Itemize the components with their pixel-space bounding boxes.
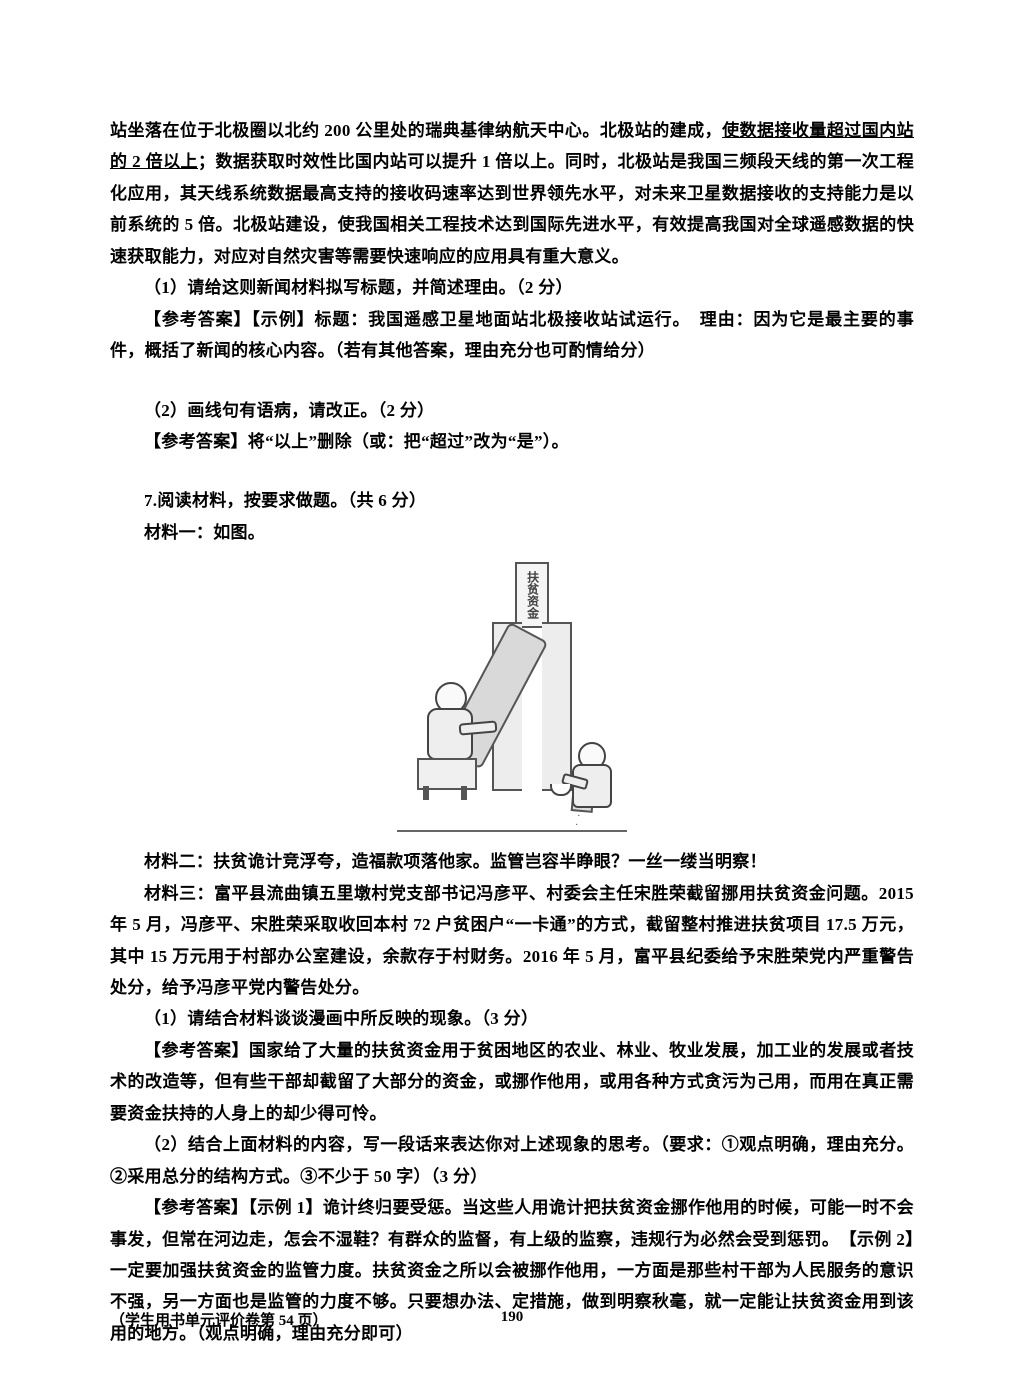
q7-m1-label: 材料一：如图。 [110,517,914,548]
q7-m2: 材料二：扶贫诡计竞浮夸，造福款项落他家。监管岂容半睁眼？一丝一缕当明察！ [110,846,914,877]
funds-label: 扶贫资金 [525,571,538,619]
q7-m3: 材料三：富平县流曲镇五里墩村党支部书记冯彦平、村委会主任宋胜荣截留挪用扶贫资金问… [110,878,914,1004]
q1-prompt: （1）请给这则新闻材料拟写标题，并简述理由。（2 分） [110,272,914,303]
q2-answer: 【参考答案】将“以上”删除（或：把“超过”改为“是”）。 [110,426,914,457]
intro-paragraph: 站坐落在位于北极圈以北约 200 公里处的瑞典基律纳航天中心。北极站的建成，使数… [110,115,914,272]
poor-person-figure [552,742,624,832]
page-footer: （学生用书单元评价卷第 54 页） 190 [110,1309,914,1330]
intro-text-b: ；数据获取时效性比国内站可以提升 1 倍以上。同时，北极站是我国三频段天线的第一… [110,152,914,265]
q7-sub1-answer: 【参考答案】国家给了大量的扶贫资金用于贫困地区的农业、林业、牧业发展，加工业的发… [110,1035,914,1129]
page-number: 190 [501,1309,524,1326]
q1-answer: 【参考答案】【示例】标题：我国遥感卫星地面站北极接收站试运行。 理由：因为它是最… [110,304,914,367]
official-figure [397,682,477,792]
q7-sub1-prompt: （1）请结合材料谈谈漫画中所反映的现象。（3 分） [110,1003,914,1034]
funds-label-box: 扶贫资金 [515,562,549,628]
intro-text-a: 站坐落在位于北极圈以北约 200 公里处的瑞典基律纳航天中心。北极站的建成， [110,121,722,140]
cartoon-illustration: 扶贫资金 · · [397,562,627,832]
q7-title: 7.阅读材料，按要求做题。（共 6 分） [110,485,914,516]
q7-sub2-prompt: （2）结合上面材料的内容，写一段话来表达你对上述现象的思考。（要求：①观点明确，… [110,1129,914,1192]
ground-line [397,830,627,832]
q2-prompt: （2）画线句有语病，请改正。（2 分） [110,395,914,426]
bowl-icon [550,784,572,796]
illustration-wrap: 扶贫资金 · · [110,562,914,832]
